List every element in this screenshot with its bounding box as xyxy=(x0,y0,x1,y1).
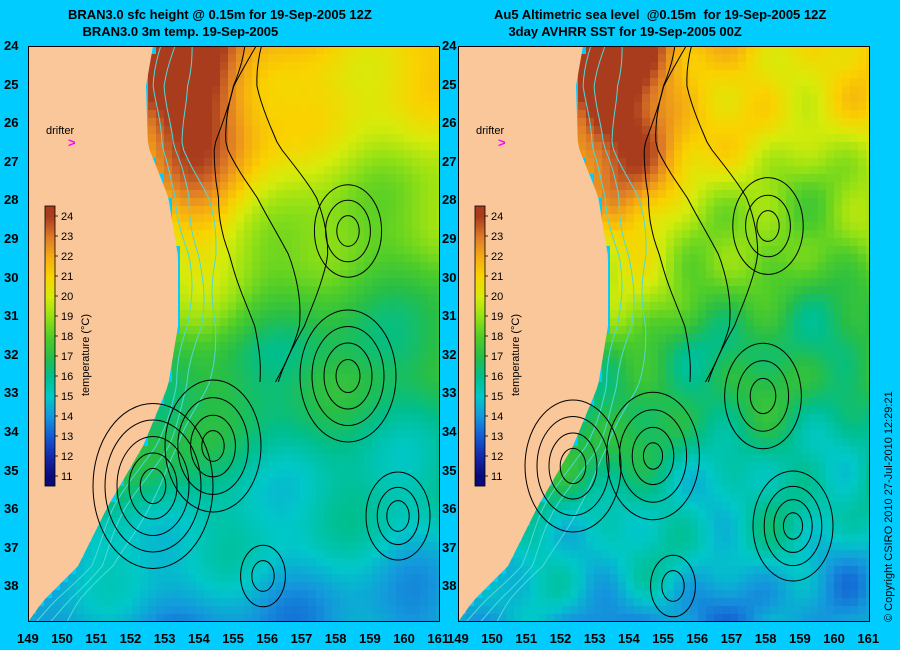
longitude-tick-label: 151 xyxy=(85,631,108,646)
latitude-tick-label: 29 xyxy=(442,231,457,246)
longitude-tick-label: 149 xyxy=(447,631,469,646)
longitude-tick-label: 150 xyxy=(51,631,73,646)
colorbar-tick-label: 12 xyxy=(491,451,503,463)
longitude-tick-label: 153 xyxy=(153,631,176,646)
longitude-tick-label: 156 xyxy=(686,631,709,646)
latitude-tick-label: 37 xyxy=(442,539,457,555)
drifter-label: drifter xyxy=(476,125,504,137)
colorbar-tick-label: 15 xyxy=(61,391,73,403)
colorbar-tick-label: 24 xyxy=(61,211,73,223)
latitude-tick-label: 27 xyxy=(442,153,457,169)
latitude-tick-label: 30 xyxy=(4,269,19,285)
longitude-tick-label: 157 xyxy=(720,631,743,646)
longitude-tick-label: 161 xyxy=(857,631,880,646)
colorbar-tick-label: 20 xyxy=(491,291,503,303)
longitude-tick-label: 152 xyxy=(119,631,142,646)
colorbar-tick-label: 19 xyxy=(61,311,73,323)
drifter-marker: > xyxy=(68,135,76,150)
colorbar-tick-label: 13 xyxy=(61,431,73,443)
colorbar-tick-label: 18 xyxy=(61,331,73,343)
longitude-tick-label: 149 xyxy=(17,631,39,646)
latitude-tick-label: 33 xyxy=(442,385,457,401)
longitude-tick-label: 155 xyxy=(652,631,674,646)
drifter-marker: > xyxy=(498,135,506,150)
latitude-tick-label: 36 xyxy=(442,501,457,517)
latitude-tick-label: 34 xyxy=(442,424,457,439)
longitude-tick-label: 158 xyxy=(324,631,347,646)
longitude-tick-label: 160 xyxy=(823,631,845,646)
latitude-tick-label: 38 xyxy=(4,578,19,594)
colorbar-tick-label: 22 xyxy=(61,251,73,263)
longitude-tick-label: 153 xyxy=(583,631,606,646)
colorbar-tick-label: 13 xyxy=(491,431,503,443)
colorbar-tick-label: 15 xyxy=(491,391,503,403)
colorbar-label: temperature (°C) xyxy=(510,314,522,396)
colorbar-label: temperature (°C) xyxy=(80,314,92,396)
colorbar-tick-label: 14 xyxy=(61,411,73,423)
latitude-tick-label: 35 xyxy=(4,462,19,478)
latitude-tick-label: 36 xyxy=(4,501,19,517)
colorbar-tick-label: 11 xyxy=(61,471,72,483)
latitude-tick-label: 26 xyxy=(442,115,457,131)
latitude-tick-label: 31 xyxy=(4,308,19,324)
longitude-tick-label: 151 xyxy=(515,631,538,646)
colorbar-tick-label: 17 xyxy=(491,351,503,363)
latitude-tick-label: 32 xyxy=(442,346,457,362)
latitude-tick-label: 34 xyxy=(4,424,19,439)
longitude-tick-label: 159 xyxy=(359,631,381,646)
longitude-tick-label: 156 xyxy=(256,631,279,646)
latitude-tick-label: 31 xyxy=(442,308,457,324)
left-panel-title: BRAN3.0 sfc height @ 0.15m for 19-Sep-20… xyxy=(68,7,372,39)
temperature-colorbar: 24 23 22 21 20 19 18 17 16 15 14 13 12 11 temperature … xyxy=(474,205,522,487)
colorbar-tick-label: 18 xyxy=(491,331,503,343)
latitude-tick-label: 24 xyxy=(442,38,457,53)
colorbar-tick-label: 14 xyxy=(491,411,503,423)
drifter-label: drifter xyxy=(46,125,74,137)
colorbar-tick-label: 20 xyxy=(61,291,73,303)
colorbar-tick-label: 16 xyxy=(491,371,503,383)
temperature-colorbar: 24 23 22 21 20 19 18 17 16 15 14 13 12 11 temperature … xyxy=(44,205,92,487)
latitude-tick-label: 38 xyxy=(442,578,457,594)
colorbar-tick-label: 23 xyxy=(491,231,503,243)
latitude-tick-label: 25 xyxy=(442,76,457,92)
colorbar-tick-label: 17 xyxy=(61,351,73,363)
latitude-tick-label: 35 xyxy=(442,462,457,478)
longitude-tick-label: 155 xyxy=(222,631,244,646)
colorbar-tick-label: 23 xyxy=(61,231,73,243)
bran-model-map: drifter>24 23 22 21 20 19 18 17 16 15 14 13 12 11 temp… xyxy=(28,46,440,622)
latitude-tick-label: 28 xyxy=(442,192,457,208)
latitude-tick-label: 24 xyxy=(4,38,19,53)
colorbar-tick-label: 21 xyxy=(61,271,73,283)
colorbar-tick-label: 11 xyxy=(491,471,502,483)
colorbar-tick-label: 12 xyxy=(61,451,73,463)
altimetry-sst-map: drifter>24 23 22 21 20 19 18 17 16 15 14 13 12 11 temp… xyxy=(458,46,870,622)
longitude-tick-label: 150 xyxy=(481,631,503,646)
longitude-tick-label: 154 xyxy=(188,631,210,646)
colorbar-tick-label: 19 xyxy=(491,311,503,323)
longitude-tick-label: 154 xyxy=(618,631,640,646)
latitude-tick-label: 26 xyxy=(4,115,19,131)
colorbar-tick-label: 24 xyxy=(491,211,503,223)
longitude-tick-label: 161 xyxy=(427,631,450,646)
colorbar-tick-label: 16 xyxy=(61,371,73,383)
colorbar-tick-label: 21 xyxy=(491,271,503,283)
longitude-tick-label: 159 xyxy=(789,631,811,646)
longitude-tick-label: 160 xyxy=(393,631,415,646)
latitude-tick-label: 32 xyxy=(4,346,19,362)
latitude-tick-label: 33 xyxy=(4,385,19,401)
longitude-tick-label: 152 xyxy=(549,631,572,646)
latitude-tick-label: 37 xyxy=(4,539,19,555)
longitude-tick-label: 157 xyxy=(290,631,313,646)
latitude-tick-label: 25 xyxy=(4,76,19,92)
latitude-tick-label: 27 xyxy=(4,153,19,169)
latitude-tick-label: 29 xyxy=(4,231,19,246)
copyright-stamp: © Copyright CSIRO 2010 27-Jul-2010 12:29… xyxy=(883,391,895,622)
longitude-tick-label: 158 xyxy=(754,631,777,646)
right-panel-title: Au5 Altimetric sea level @0.15m for 19-S… xyxy=(494,7,827,39)
colorbar-tick-label: 22 xyxy=(491,251,503,263)
latitude-tick-label: 28 xyxy=(4,192,19,208)
latitude-tick-label: 30 xyxy=(442,269,457,285)
